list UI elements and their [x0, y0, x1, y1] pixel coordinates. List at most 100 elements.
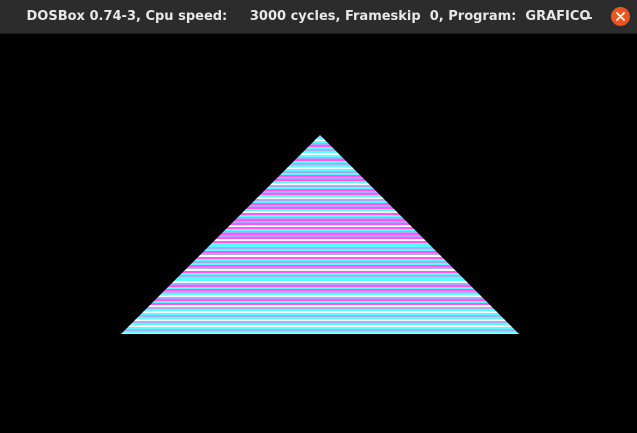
stripe — [121, 225, 519, 227]
stripe — [121, 301, 519, 303]
stripe — [121, 253, 519, 255]
stripe — [121, 147, 519, 149]
stripe — [121, 297, 519, 299]
stripe — [121, 259, 519, 261]
title-bar[interactable]: DOSBox 0.74-3, Cpu speed: 3000 cycles, F… — [0, 0, 637, 34]
stripe — [121, 267, 519, 269]
stripe — [121, 137, 519, 139]
stripe — [121, 221, 519, 223]
stripe — [121, 271, 519, 273]
stripe — [121, 263, 519, 265]
stripe — [121, 333, 519, 334]
stripe — [121, 279, 519, 281]
stripe — [121, 237, 519, 239]
stripe — [121, 151, 519, 153]
stripe — [121, 245, 519, 247]
stripe — [121, 207, 519, 209]
stripe — [121, 273, 519, 275]
stripe — [121, 295, 519, 297]
stripe — [121, 257, 519, 259]
stripe — [121, 177, 519, 179]
stripe — [121, 141, 519, 143]
stripe — [121, 325, 519, 327]
stripe — [121, 321, 519, 323]
stripe — [121, 293, 519, 295]
stripe — [121, 287, 519, 289]
stripe — [121, 275, 519, 277]
triangle-graphic — [121, 135, 519, 334]
stripe — [121, 309, 519, 311]
stripe — [121, 331, 519, 333]
stripe — [121, 159, 519, 161]
stripe — [121, 223, 519, 225]
stripe — [121, 307, 519, 309]
stripe — [121, 143, 519, 145]
dos-screen[interactable] — [0, 34, 637, 433]
stripe — [121, 281, 519, 283]
stripe — [121, 209, 519, 211]
stripe — [121, 189, 519, 191]
stripe — [121, 229, 519, 231]
stripe — [121, 315, 519, 317]
stripe — [121, 211, 519, 213]
stripe — [121, 163, 519, 165]
stripe — [121, 161, 519, 163]
striped-triangle — [121, 135, 519, 334]
stripe — [121, 289, 519, 291]
stripe — [121, 239, 519, 241]
stripe — [121, 167, 519, 169]
stripe — [121, 217, 519, 219]
stripe — [121, 215, 519, 217]
minimize-button[interactable] — [578, 7, 598, 27]
stripe — [121, 213, 519, 215]
stripe — [121, 173, 519, 175]
stripe — [121, 155, 519, 157]
stripe — [121, 197, 519, 199]
stripe — [121, 199, 519, 201]
stripe — [121, 261, 519, 263]
stripe — [121, 149, 519, 151]
stripe — [121, 299, 519, 301]
stripe — [121, 231, 519, 233]
stripe — [121, 157, 519, 159]
stripe — [121, 193, 519, 195]
close-button[interactable] — [611, 7, 630, 26]
stripe — [121, 311, 519, 313]
stripe — [121, 327, 519, 329]
stripe — [121, 247, 519, 249]
stripe — [121, 323, 519, 325]
stripe — [121, 291, 519, 293]
window-title: DOSBox 0.74-3, Cpu speed: 3000 cycles, F… — [26, 9, 591, 24]
stripe — [121, 187, 519, 189]
stripe — [121, 241, 519, 243]
stripe — [121, 329, 519, 331]
stripe — [121, 183, 519, 185]
stripe — [121, 175, 519, 177]
stripe — [121, 251, 519, 253]
stripe — [121, 153, 519, 155]
stripe — [121, 317, 519, 319]
stripe — [121, 249, 519, 251]
stripe — [121, 265, 519, 267]
stripe — [121, 135, 519, 137]
stripe — [121, 171, 519, 173]
stripe — [121, 179, 519, 181]
stripe — [121, 277, 519, 279]
stripe — [121, 201, 519, 203]
stripe — [121, 219, 519, 221]
stripe — [121, 269, 519, 271]
stripe — [121, 169, 519, 171]
stripe — [121, 235, 519, 237]
stripe — [121, 285, 519, 287]
stripe — [121, 191, 519, 193]
stripe — [121, 303, 519, 305]
stripe — [121, 205, 519, 207]
stripe — [121, 319, 519, 321]
close-icon — [611, 7, 630, 26]
stripe — [121, 283, 519, 285]
stripe — [121, 165, 519, 167]
stripe — [121, 181, 519, 183]
stripe — [121, 195, 519, 197]
stripe — [121, 255, 519, 257]
